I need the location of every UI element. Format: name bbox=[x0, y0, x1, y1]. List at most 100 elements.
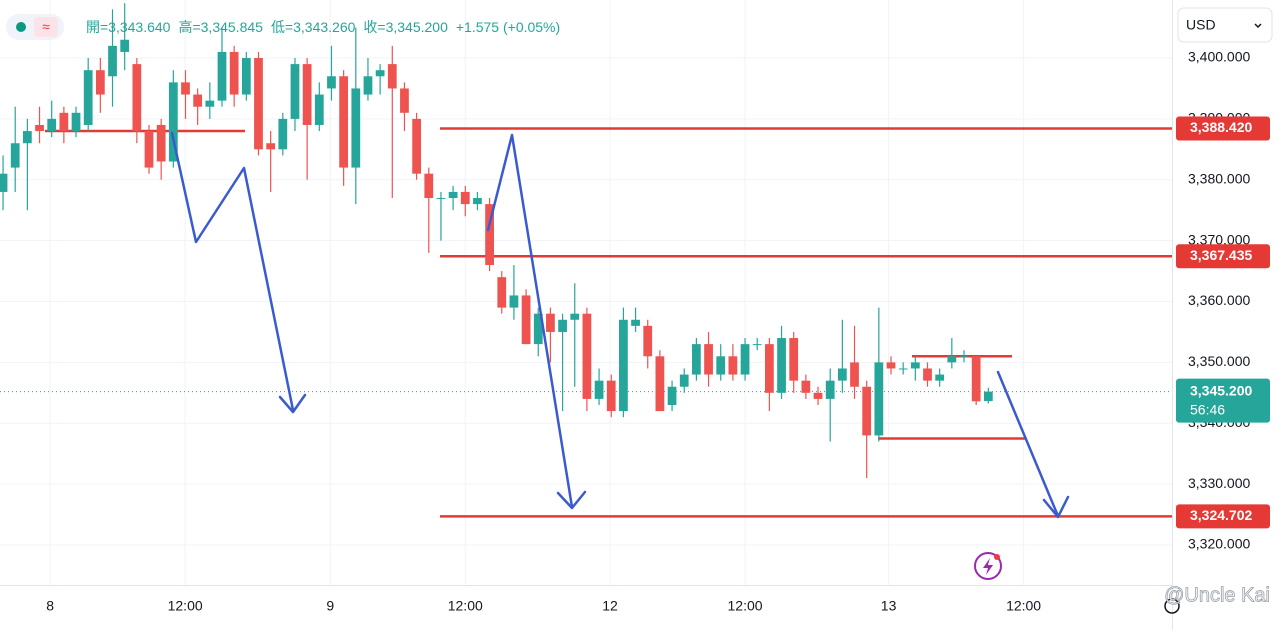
candle-body bbox=[144, 131, 154, 168]
candle-body bbox=[813, 392, 823, 399]
candle-body bbox=[886, 362, 896, 369]
countdown: 56:46 bbox=[1190, 401, 1225, 417]
arrow bbox=[996, 370, 1060, 518]
level-label-box bbox=[1176, 504, 1270, 529]
legend-header: ≈ 開=3,343.640 高=3,345.845 低=3,343.260 收=3,3… bbox=[6, 14, 560, 40]
lightning-glyph bbox=[983, 558, 993, 575]
header-field: 低=3,343.260 bbox=[271, 19, 356, 35]
candle-body bbox=[424, 173, 434, 199]
candle-body bbox=[570, 313, 580, 320]
candle-body bbox=[363, 76, 373, 95]
candle-body bbox=[716, 356, 726, 375]
candle-body bbox=[740, 344, 750, 375]
last-price-label: 3,345.200 bbox=[1190, 382, 1252, 398]
candle-body bbox=[83, 70, 93, 125]
header-field: 開=3,343.640 bbox=[86, 19, 171, 35]
candle-body bbox=[509, 295, 519, 308]
candle-body bbox=[217, 51, 227, 101]
candle-body bbox=[22, 131, 32, 144]
status-icon bbox=[34, 17, 58, 37]
x-tick-label: 12:00 bbox=[448, 598, 483, 614]
status-icon-glyph: ≈ bbox=[42, 19, 50, 35]
candle-body bbox=[789, 338, 799, 381]
candle-body bbox=[764, 344, 774, 393]
candle-body bbox=[923, 368, 932, 381]
candle-body bbox=[35, 124, 44, 132]
candle-body bbox=[375, 70, 385, 77]
candle-body bbox=[95, 70, 105, 95]
candle-body bbox=[801, 380, 811, 393]
header-field: 收=3,345.200 bbox=[363, 19, 448, 35]
y-tick-label: 3,330.000 bbox=[1188, 475, 1250, 491]
candle-body bbox=[983, 391, 993, 402]
candle-body bbox=[108, 45, 117, 77]
ohlc-header: 開=3,343.640 高=3,345.845 低=3,343.260 收=3,345… bbox=[86, 19, 560, 35]
candle-body bbox=[193, 94, 203, 107]
candle-body bbox=[728, 356, 738, 375]
last-price-box bbox=[1176, 378, 1270, 423]
x-tick-label: 12:00 bbox=[1006, 598, 1041, 614]
watermark: @Uncle Kai bbox=[1164, 584, 1270, 606]
level-label: 3,324.702 bbox=[1190, 507, 1252, 523]
arrow bbox=[486, 133, 574, 509]
candle-body bbox=[412, 118, 421, 174]
arrow bbox=[170, 131, 295, 412]
candle-body bbox=[825, 380, 835, 399]
y-tick-label: 3,320.000 bbox=[1188, 536, 1250, 552]
candle-body bbox=[704, 344, 713, 375]
y-tick-label: 3,400.000 bbox=[1188, 49, 1250, 65]
candle-body bbox=[266, 143, 276, 150]
y-tick-label: 3,360.000 bbox=[1188, 292, 1250, 308]
candle-body bbox=[229, 51, 239, 95]
candle-body bbox=[643, 325, 653, 357]
candle-body bbox=[351, 88, 361, 168]
candle-body bbox=[314, 94, 324, 125]
candle-body bbox=[278, 118, 288, 150]
candle-body bbox=[533, 313, 543, 345]
candle-body bbox=[959, 356, 969, 358]
candle-body bbox=[558, 319, 567, 332]
candle-body bbox=[387, 64, 397, 89]
currency[interactable]: USD bbox=[1186, 17, 1216, 33]
arrow-head bbox=[1042, 495, 1070, 519]
candle-body bbox=[971, 356, 981, 402]
candle-body bbox=[327, 76, 336, 89]
x-tick-label: 12 bbox=[602, 598, 618, 614]
candle-body bbox=[47, 118, 57, 132]
candle-body bbox=[254, 58, 263, 150]
candle-body bbox=[290, 64, 300, 119]
settings-icon[interactable] bbox=[1164, 598, 1180, 614]
candle-body bbox=[679, 374, 689, 387]
candle-body bbox=[168, 82, 178, 162]
candle-body bbox=[71, 112, 81, 132]
candle-body bbox=[448, 191, 458, 199]
header-field: +1.575 (+0.05%) bbox=[456, 19, 560, 35]
arrow-head bbox=[278, 393, 307, 414]
candle-body bbox=[473, 198, 482, 205]
candle-body bbox=[302, 64, 312, 125]
candle-body bbox=[59, 112, 69, 132]
currency-button[interactable] bbox=[1177, 7, 1273, 43]
dropdown-caret[interactable] bbox=[1254, 23, 1262, 29]
candle-body bbox=[837, 368, 847, 381]
candle-body bbox=[485, 204, 494, 265]
level-label-box bbox=[1176, 244, 1270, 269]
candle-body bbox=[521, 295, 531, 345]
candle-body bbox=[606, 380, 616, 412]
level-label: 3,388.420 bbox=[1190, 119, 1252, 135]
axis: 3,320.0003,330.0003,340.0003,350.0003,36… bbox=[46, 49, 1270, 614]
candle-body bbox=[594, 380, 604, 399]
candle-body bbox=[935, 374, 945, 381]
level-label-box bbox=[1176, 116, 1270, 141]
candle-body bbox=[777, 338, 786, 393]
candle-body bbox=[0, 173, 8, 192]
candle-body bbox=[339, 76, 349, 168]
candle-body bbox=[947, 356, 957, 363]
y-tick-label: 3,380.000 bbox=[1188, 170, 1250, 186]
lightning-badge bbox=[994, 554, 1000, 560]
x-tick-label: 8 bbox=[46, 598, 54, 614]
header-field: 高=3,345.845 bbox=[178, 19, 263, 35]
level-label: 3,367.435 bbox=[1190, 247, 1252, 263]
candle-body bbox=[132, 64, 142, 132]
